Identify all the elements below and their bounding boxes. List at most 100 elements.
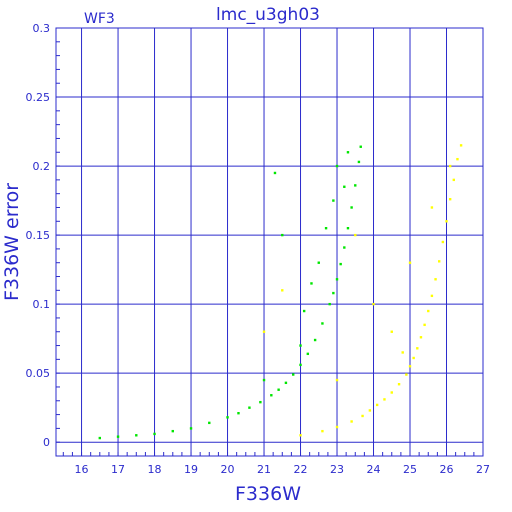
green-data-point xyxy=(350,206,353,209)
y-tick-label: 0.15 xyxy=(26,229,51,242)
green-data-point xyxy=(292,373,295,376)
x-tick-label: 20 xyxy=(221,463,235,476)
y-tick-labels: 0 0.05 0.1 0.15 0.2 0.25 0.3 xyxy=(26,22,51,449)
green-data-point xyxy=(189,427,193,430)
yellow-data-point xyxy=(448,164,452,168)
green-data-point xyxy=(237,412,240,415)
green-data-point xyxy=(281,233,284,237)
green-data-point xyxy=(357,160,361,164)
yellow-data-point xyxy=(401,351,404,354)
yellow-data-point xyxy=(321,429,324,433)
yellow-data-point xyxy=(452,178,456,182)
yellow-data-point xyxy=(430,206,434,209)
green-data-point xyxy=(259,400,262,404)
yellow-data-point xyxy=(456,157,459,161)
yellow-data-point xyxy=(416,347,419,350)
yellow-data-point xyxy=(354,233,357,237)
yellow-data-point xyxy=(281,289,284,292)
grid-lines xyxy=(56,27,484,456)
yellow-data-point xyxy=(412,356,415,360)
x-tick-label: 22 xyxy=(294,463,308,476)
green-data-point xyxy=(208,421,211,425)
yellow-data-point xyxy=(361,414,364,418)
green-data-point xyxy=(116,435,120,438)
green-data-point xyxy=(153,432,156,436)
green-data-point xyxy=(321,322,324,325)
yellow-data-point xyxy=(427,309,430,313)
green-data-point xyxy=(226,416,229,419)
x-tick-label: 16 xyxy=(75,463,89,476)
chart-title: lmc_u3gh03 xyxy=(216,5,320,25)
yellow-data-point xyxy=(423,323,426,327)
y-axis-label: F336W error xyxy=(1,183,23,301)
green-data-point xyxy=(324,226,328,230)
yellow-data-point xyxy=(445,220,448,223)
green-data-point xyxy=(299,344,302,347)
x-tick-label: 19 xyxy=(184,463,198,476)
yellow-data-point xyxy=(441,240,445,244)
x-tick-label: 21 xyxy=(257,463,271,476)
yellow-data-point xyxy=(335,378,339,382)
yellow-data-point xyxy=(430,294,434,298)
green-data-point xyxy=(313,338,317,342)
green-data-point xyxy=(346,151,350,154)
yellow-data-point xyxy=(408,261,412,264)
x-tick-label: 27 xyxy=(476,463,490,476)
y-tick-label: 0.25 xyxy=(26,91,51,104)
y-tick-label: 0.3 xyxy=(33,22,51,35)
x-tick-label: 18 xyxy=(148,463,162,476)
yellow-data-point xyxy=(397,383,401,386)
green-data-point xyxy=(277,388,280,391)
green-data-point xyxy=(299,363,302,367)
green-data-point xyxy=(339,262,342,266)
yellow-data-point xyxy=(459,144,463,147)
x-tick-label: 26 xyxy=(440,463,454,476)
yellow-data-point xyxy=(299,434,302,437)
y-tick-label: 0.2 xyxy=(33,160,51,173)
x-tick-label: 25 xyxy=(403,463,417,476)
green-data-point xyxy=(335,278,339,281)
x-tick-label: 17 xyxy=(111,463,125,476)
green-data-point xyxy=(354,184,357,187)
green-data-point xyxy=(98,436,101,440)
green-data-point xyxy=(343,246,346,249)
yellow-data-point xyxy=(419,336,423,339)
yellow-data-point xyxy=(383,398,386,401)
plot-frame xyxy=(55,27,484,457)
green-data-point xyxy=(262,378,266,382)
green-data-point xyxy=(332,291,335,295)
green-data-point xyxy=(270,394,273,397)
yellow-data-point xyxy=(375,403,379,407)
yellow-data-point xyxy=(372,302,375,306)
y-tick-label: 0.05 xyxy=(26,367,51,380)
green-data-point xyxy=(335,164,339,168)
green-data-point xyxy=(248,406,251,409)
green-data-point xyxy=(284,381,288,385)
yellow-data-point xyxy=(405,373,408,376)
yellow-data-point xyxy=(390,391,393,394)
yellow-data-point xyxy=(390,330,393,333)
green-data-point xyxy=(359,145,362,148)
green-data-point xyxy=(328,302,331,306)
green-data-point xyxy=(171,429,174,433)
green-data-point xyxy=(135,434,138,437)
green-data-point xyxy=(343,185,346,188)
x-tick-labels: 16 17 18 19 20 21 22 23 24 25 26 27 xyxy=(75,463,490,476)
yellow-data-point xyxy=(368,409,372,412)
y-tick-label: 0 xyxy=(43,436,50,449)
x-tick-label: 23 xyxy=(330,463,344,476)
x-axis-label: F336W xyxy=(235,483,301,505)
yellow-data-point xyxy=(350,420,353,423)
yellow-data-point xyxy=(448,198,452,201)
yellow-data-point xyxy=(438,260,441,263)
panel-label: WF3 xyxy=(84,11,115,27)
y-tick-label: 0.1 xyxy=(33,298,51,311)
green-data-point xyxy=(310,282,313,285)
green-data-point xyxy=(346,226,350,230)
green-data-point xyxy=(306,352,310,356)
yellow-data-point xyxy=(434,278,437,281)
data-points xyxy=(98,144,463,440)
green-data-point xyxy=(302,309,306,313)
yellow-data-point xyxy=(408,365,412,368)
